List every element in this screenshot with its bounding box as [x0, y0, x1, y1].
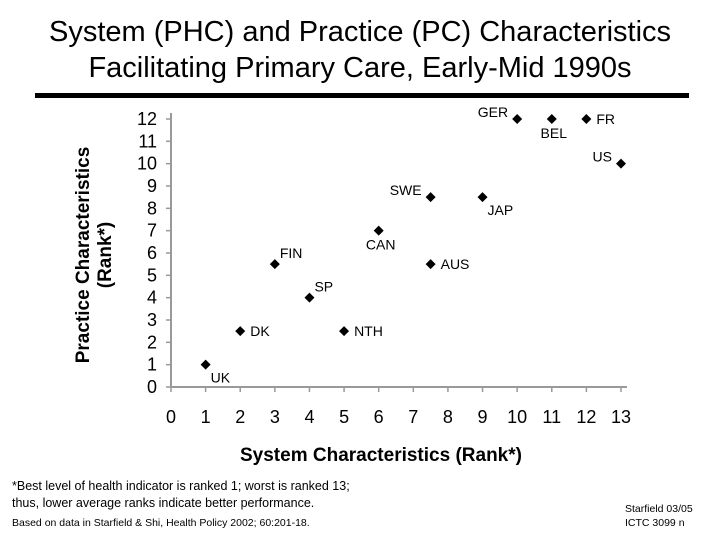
- data-point-us: [616, 158, 626, 169]
- data-point-ger: [512, 114, 523, 124]
- y-tick-label: 6: [147, 243, 157, 263]
- point-label-can: CAN: [366, 237, 396, 253]
- chart-title: System (PHC) and Practice (PC) Character…: [0, 14, 720, 86]
- y-tick-label: 4: [147, 288, 157, 308]
- x-tick-label: 2: [235, 407, 245, 427]
- data-point-fin: [269, 259, 280, 270]
- point-label-nth: NTH: [354, 323, 383, 339]
- x-tick-label: 11: [542, 407, 561, 427]
- data-point-aus: [425, 259, 436, 270]
- title-underline: [35, 93, 689, 98]
- x-tick-label: 6: [374, 407, 384, 427]
- x-tick-label: 12: [576, 407, 596, 427]
- data-point-fr: [581, 114, 592, 124]
- y-axis-label-line2: (Rank*): [95, 221, 116, 289]
- point-label-aus: AUS: [441, 256, 470, 272]
- credit-line1: Starfield 03/05: [625, 503, 693, 515]
- credit-line2: ICTC 3099 n: [625, 517, 685, 529]
- data-point-jap: [477, 192, 488, 203]
- point-label-jap: JAP: [488, 202, 514, 218]
- y-tick-label: 5: [147, 265, 157, 285]
- point-label-fr: FR: [596, 111, 615, 127]
- source-citation: Based on data in Starfield & Shi, Health…: [12, 517, 310, 529]
- y-tick-label: 8: [147, 198, 157, 218]
- x-tick-label: 8: [443, 407, 453, 427]
- y-tick-label: 9: [147, 176, 157, 196]
- slide-credit: Starfield 03/05 ICTC 3099 n: [625, 502, 693, 530]
- data-point-nth: [339, 326, 350, 337]
- footnote-line1: *Best level of health indicator is ranke…: [12, 479, 350, 493]
- data-point-swe: [425, 192, 436, 203]
- point-label-uk: UK: [211, 370, 231, 386]
- y-tick-label: 11: [138, 131, 157, 151]
- x-tick-label: 1: [201, 407, 211, 427]
- x-tick-label: 5: [339, 407, 349, 427]
- x-tick-label: 0: [166, 407, 176, 427]
- y-axis-label: Practice Characteristics (Rank*): [73, 147, 117, 364]
- x-tick-label: 10: [507, 407, 527, 427]
- point-label-fin: FIN: [280, 245, 303, 261]
- chart-title-line1: System (PHC) and Practice (PC) Character…: [48, 16, 672, 48]
- x-tick-label: 7: [408, 407, 418, 427]
- chart-title-line2: Facilitating Primary Care, Early-Mid 199…: [88, 52, 632, 84]
- y-tick-label: 7: [147, 221, 157, 241]
- x-axis-label: System Characteristics (Rank*): [240, 445, 522, 466]
- y-tick-label: 2: [147, 332, 157, 352]
- point-label-us: US: [593, 149, 612, 165]
- footnote-line2: thus, lower average ranks indicate bette…: [12, 496, 315, 510]
- point-label-swe: SWE: [390, 182, 422, 198]
- data-point-can: [373, 225, 384, 236]
- point-label-dk: DK: [250, 323, 270, 339]
- y-tick-label: 0: [147, 377, 157, 397]
- y-tick-label: 10: [137, 154, 157, 174]
- point-label-bel: BEL: [541, 125, 568, 141]
- point-label-sp: SP: [314, 279, 333, 295]
- x-tick-label: 3: [270, 407, 280, 427]
- data-point-bel: [546, 114, 557, 124]
- y-tick-label: 1: [147, 355, 157, 375]
- footnote: *Best level of health indicator is ranke…: [12, 478, 402, 512]
- point-label-ger: GER: [478, 104, 508, 120]
- data-point-uk: [200, 359, 211, 370]
- x-tick-label: 4: [304, 407, 314, 427]
- data-point-sp: [304, 292, 315, 303]
- x-tick-label: 13: [611, 407, 631, 427]
- y-axis-label-line1: Practice Characteristics: [73, 146, 94, 364]
- y-tick-label: 12: [137, 109, 157, 129]
- data-point-dk: [235, 326, 246, 337]
- x-tick-label: 9: [478, 407, 488, 427]
- y-tick-label: 3: [147, 310, 157, 330]
